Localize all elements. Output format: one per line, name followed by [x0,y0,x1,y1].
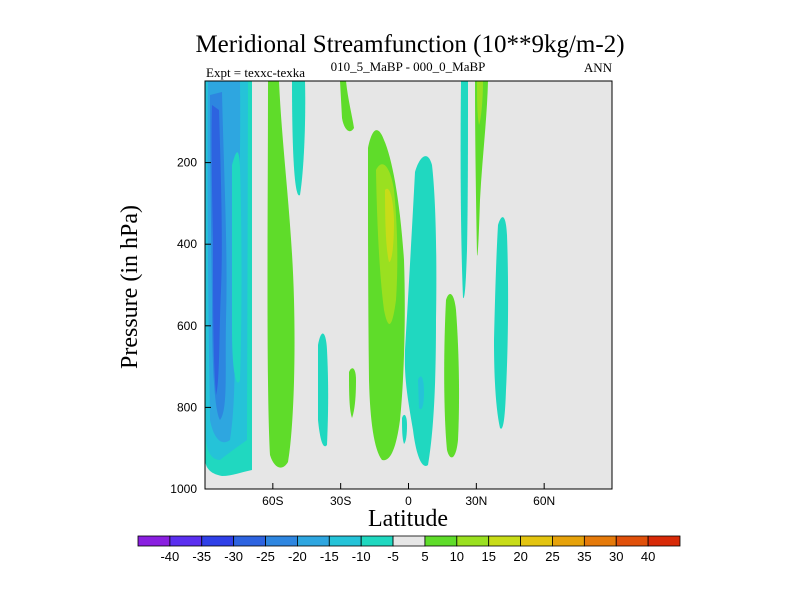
x-axis-title: Latitude [368,506,448,532]
y-tick-label: 600 [177,319,197,333]
colorbar-label: -15 [320,549,339,564]
colorbar-swatch [647,535,681,547]
colorbar-swatch [552,535,585,547]
y-axis-title: Pressure (in hPa) [117,205,143,369]
colorbar-label: 20 [513,549,527,564]
chart-title: Meridional Streamfunction (10**9kg/m-2) [195,31,624,58]
contour-neg5-38s [318,333,329,447]
x-tick-label: 0 [405,494,412,508]
contour-neg30-sh [211,105,222,395]
contour-pos20-10s [385,188,394,262]
x-tick-label: 60S [262,494,283,508]
period-label: 010_5_MaBP - 000_0_MaBP [331,59,486,74]
colorbar-swatch [488,535,521,547]
contour-pos5-28s-top [340,81,354,132]
y-tick-label: 1000 [170,482,197,496]
contour-pos5-30n [475,81,488,256]
contour-fills [205,81,509,476]
x-tick-label: 30N [465,494,487,508]
x-tick-label: 30S [330,494,351,508]
colorbar-label: -20 [288,549,307,564]
colorbar-label: -30 [224,549,243,564]
contour-neg5-25n [460,81,468,299]
colorbar-label: 25 [545,549,559,564]
colorbar-label: 35 [577,549,591,564]
contour-neg5-eq-low [402,414,407,444]
colorbar-label: -25 [256,549,275,564]
contour-pos10-30n [477,81,483,125]
colorbar: -40 -35 -30 -25 -20 -15 -10 -5 5 10 15 20 25 35 30 40 [137,535,681,564]
colorbar-label: -10 [352,549,371,564]
colorbar-label: 10 [450,549,464,564]
colorbar-label: -35 [192,549,211,564]
contour-neg5-40n [494,217,509,429]
contour-pos5-60s [267,81,295,468]
colorbar-swatch [392,535,426,547]
x-tick-label: 60N [533,494,555,508]
colorbar-label: 15 [481,549,495,564]
colorbar-swatch [201,535,235,547]
colorbar-swatch [297,535,330,547]
season-label: ANN [584,60,613,75]
contour-pos5-22s [349,368,356,418]
colorbar-swatch [169,535,203,547]
colorbar-swatch [456,535,490,547]
colorbar-swatch [615,535,649,547]
contour-pos5-20n [444,294,460,458]
contour-neg5-5n [404,156,437,466]
colorbar-label: 40 [641,549,655,564]
colorbar-swatch [424,535,458,547]
colorbar-swatch [583,535,617,547]
colorbar-label: 5 [421,549,428,564]
plot-background [205,81,612,489]
colorbar-swatch [137,535,171,547]
y-tick-label: 800 [177,400,197,414]
y-tick-label: 400 [177,237,197,251]
expt-label: Expt = texxc-texka [206,65,305,80]
colorbar-swatch [233,535,266,547]
contour-neg10-5n [418,376,424,410]
contour-neg5-50s [292,81,306,196]
colorbar-swatch [360,535,394,547]
y-axis: 200 400 600 800 1000 [170,156,211,496]
y-tick-label: 200 [177,156,197,170]
colorbar-swatch [265,535,298,547]
colorbar-swatch [328,535,362,547]
colorbar-label: -40 [160,549,179,564]
colorbar-label: -5 [387,549,399,564]
x-axis: 60S 30S 0 30N 60N [262,483,555,508]
colorbar-label: 30 [609,549,623,564]
colorbar-swatch [520,535,553,547]
contour-neg10-mid [232,152,242,383]
